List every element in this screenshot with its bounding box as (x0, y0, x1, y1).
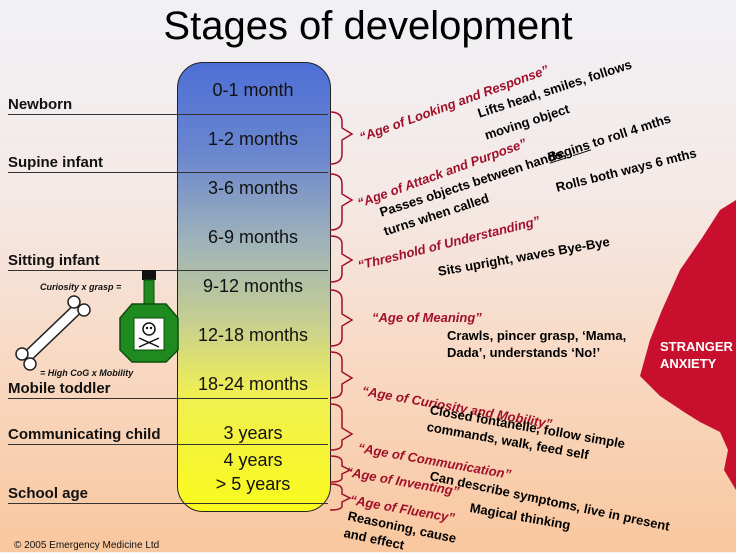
stage-divider (8, 270, 328, 271)
stage-divider (8, 114, 328, 115)
description-text: to roll 4 mths (590, 110, 673, 151)
quote-meaning: “Age of Meaning” (372, 310, 482, 325)
stage-label-sitting-infant: Sitting infant (8, 252, 100, 269)
stage-label-school-age: School age (8, 485, 89, 502)
bracket-group (330, 111, 354, 511)
copyright-text: © 2005 Emergency Medicine Ltd (14, 540, 160, 551)
age-label: 1-2 months (207, 129, 299, 149)
age-label: 18-24 months (197, 374, 309, 394)
age-label: 3-6 months (207, 178, 299, 198)
age-label: 0-1 month (212, 80, 294, 100)
stranger-anxiety-label: STRANGER ANXIETY (660, 339, 733, 371)
high-cog-label: = High CoG x Mobility (40, 368, 134, 378)
curiosity-grasp-label: Curiosity x grasp = (40, 282, 122, 292)
age-label: 9-12 months (202, 276, 304, 296)
page-title: Stages of development (163, 4, 573, 48)
stage-label-communicating-child: Communicating child (8, 426, 161, 443)
stage-label-mobile-toddler: Mobile toddler (8, 380, 111, 397)
stage-label-newborn: Newborn (8, 96, 73, 113)
age-label: 3 years (223, 423, 283, 443)
age-label: > 5 years (215, 474, 291, 494)
age-label: 4 years (223, 450, 283, 470)
stranger-anxiety-shape (640, 200, 736, 490)
age-label: 6-9 months (207, 227, 299, 247)
stage-divider (8, 398, 328, 399)
stage-divider (8, 444, 328, 445)
poison-bottle-icon (119, 270, 179, 363)
bone-icon (15, 295, 91, 371)
stage-divider (8, 503, 328, 504)
stage-label-supine-infant: Supine infant (8, 154, 103, 171)
age-label: 12-18 months (197, 325, 309, 345)
stage-divider (8, 172, 328, 173)
age-column (177, 62, 331, 512)
description-text: Crawls, pincer grasp, ‘Mama, (447, 328, 627, 343)
description-text: Dada’, understands ‘No!’ (447, 345, 601, 360)
